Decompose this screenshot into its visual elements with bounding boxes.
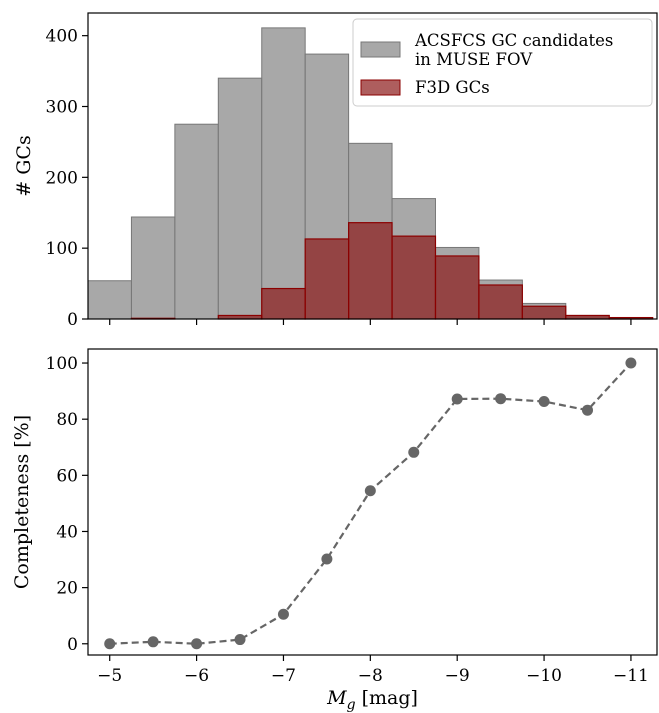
bottom-xtick-label--9: −9	[445, 666, 470, 686]
legend-label-f3d: F3D GCs	[415, 78, 490, 97]
bar-f3d-4	[261, 287, 306, 320]
completeness-points	[104, 357, 637, 650]
completeness-point-0	[104, 638, 116, 650]
bar-f3d-6	[348, 222, 393, 320]
top-ytick-label-0: 0	[67, 310, 78, 330]
completeness-point-7	[408, 446, 420, 458]
legend-swatch-acsfcs	[360, 41, 401, 58]
bottom-plot-frame	[87, 348, 658, 656]
legend: ACSFCS GC candidates in MUSE FOV F3D GCs	[352, 18, 653, 107]
bar-f3d-5	[304, 238, 350, 320]
bottom-ytick-label-20: 20	[56, 579, 78, 599]
completeness-point-9	[495, 393, 507, 405]
completeness-point-1	[147, 636, 159, 648]
legend-box	[352, 18, 653, 107]
bottom-y-axis-label: Completeness [%]	[11, 415, 33, 589]
top-ytick-label-400: 400	[46, 27, 78, 47]
completeness-point-12	[625, 357, 637, 369]
top-ytick-label-200: 200	[46, 168, 78, 188]
completeness-point-2	[191, 638, 203, 650]
top-ytick-label-300: 300	[46, 98, 78, 118]
completeness-point-5	[321, 553, 333, 565]
bar-acsfcs-0	[87, 280, 132, 320]
top-y-axis-label: # GCs	[13, 135, 35, 196]
histogram-bars	[87, 27, 654, 320]
top-plot-frame	[87, 12, 658, 320]
bar-acsfcs-3	[217, 77, 263, 320]
bar-f3d-8	[434, 255, 480, 320]
completeness-point-3	[234, 634, 246, 646]
bar-f3d-10	[521, 305, 567, 320]
completeness-point-6	[364, 485, 376, 497]
completeness-line	[109, 362, 632, 645]
legend-label-acsfcs: ACSFCS GC candidates in MUSE FOV	[414, 31, 613, 69]
bottom-xtick-label--7: −7	[271, 666, 296, 686]
top-ytick-label-100: 100	[46, 239, 78, 259]
x-axis-label: Mg [mag]	[326, 687, 418, 713]
completeness-point-10	[538, 395, 550, 407]
bottom-ytick-label-60: 60	[56, 466, 78, 486]
bar-acsfcs-1	[130, 216, 176, 320]
bar-f3d-9	[478, 284, 523, 320]
bottom-xtick-label--6: −6	[184, 666, 209, 686]
legend-swatch-f3d	[360, 79, 401, 96]
bar-acsfcs-4	[261, 27, 306, 320]
bottom-xtick-label--5: −5	[97, 666, 122, 686]
completeness-point-8	[451, 393, 463, 405]
bar-f3d-7	[391, 235, 437, 320]
bottom-ytick-label-100: 100	[46, 354, 78, 374]
bottom-ytick-label-0: 0	[67, 635, 78, 655]
bottom-xtick-label--11: −11	[613, 666, 649, 686]
bottom-ytick-label-80: 80	[56, 410, 78, 430]
bottom-xtick-label--8: −8	[358, 666, 383, 686]
bottom-xtick-label--10: −10	[526, 666, 562, 686]
bottom-ytick-label-40: 40	[56, 522, 78, 542]
bar-acsfcs-2	[174, 123, 219, 320]
completeness-point-11	[582, 404, 594, 416]
completeness-point-4	[277, 608, 289, 620]
